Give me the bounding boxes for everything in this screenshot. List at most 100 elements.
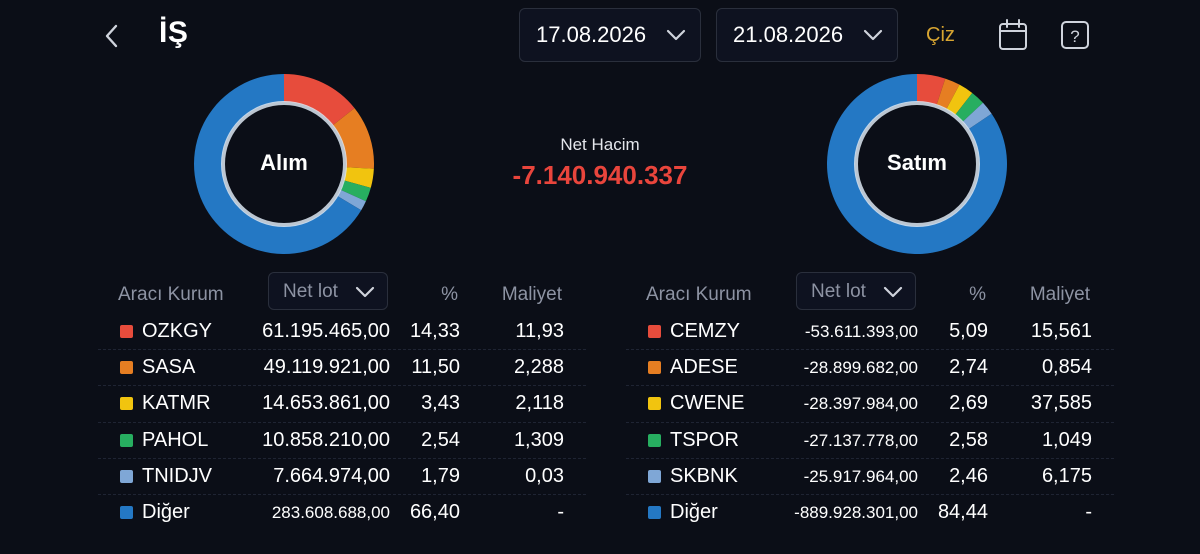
percent-value: 14,33	[409, 320, 460, 342]
help-button[interactable]: ?	[1059, 18, 1091, 52]
broker-name: OZKGY	[142, 320, 213, 342]
chevron-left-icon	[105, 24, 118, 48]
buy-table-header: Aracı Kurum Net lot % Maliyet	[98, 272, 586, 314]
page-title: İŞ	[159, 16, 189, 49]
table-row[interactable]: OZKGY 61.195.465,00 14,33 11,93	[98, 314, 586, 351]
legend-swatch	[648, 505, 661, 519]
chevron-down-icon	[863, 29, 883, 41]
cost-column-header: Maliyet	[501, 284, 562, 305]
legend-swatch	[648, 325, 661, 338]
table-row[interactable]: PAHOL 10.858.210,00 2,54 1,309	[98, 423, 586, 459]
sell-donut-label: Satım	[887, 150, 947, 175]
cost-value: 1,309	[513, 428, 564, 451]
net-lot-value: 49.119.921,00	[263, 356, 390, 379]
donut-center	[226, 106, 342, 222]
buy-donut-chart	[194, 74, 374, 254]
table-row[interactable]: ADESE -28.899.682,00 2,74 0,854	[626, 350, 1114, 387]
cost-column-header: Maliyet	[1029, 284, 1090, 305]
cost-value: 2,288	[513, 356, 564, 379]
back-button[interactable]	[98, 20, 126, 52]
cost-value: 37,585	[1030, 392, 1092, 415]
end-date-value: 21.08.2026	[733, 22, 844, 47]
metric-select[interactable]: Net lot	[796, 272, 916, 310]
chevron-down-icon	[883, 286, 903, 298]
metric-select-value: Net lot	[283, 281, 338, 302]
percent-value: 2,58	[949, 428, 988, 451]
table-row[interactable]: Diğer -889.928.301,00 84,44 -	[626, 495, 1114, 530]
legend-swatch	[120, 433, 133, 447]
legend-swatch	[120, 505, 133, 519]
sell-table: Aracı Kurum Net lot % Maliyet CEMZY -53.…	[626, 272, 1114, 530]
end-date-picker[interactable]: 21.08.2026	[716, 8, 898, 62]
legend-swatch	[120, 397, 133, 411]
percent-value: 11,50	[411, 356, 460, 379]
percent-value: 3,43	[421, 392, 460, 415]
broker-column-header: Aracı Kurum	[646, 284, 752, 305]
percent-value: 66,40	[409, 500, 460, 523]
donut-slice	[284, 74, 355, 126]
draw-button[interactable]: Çiz	[926, 24, 955, 46]
chevron-down-icon	[666, 29, 686, 41]
broker-column-header: Aracı Kurum	[118, 284, 224, 305]
legend-swatch	[648, 361, 661, 375]
percent-value: 1,79	[421, 464, 460, 487]
broker-name: KATMR	[142, 392, 211, 415]
cost-value: 0,854	[1041, 356, 1092, 379]
table-row[interactable]: Diğer 283.608.688,00 66,40 -	[98, 495, 586, 530]
broker-name: SASA	[142, 356, 196, 379]
net-lot-value: -889.928.301,00	[794, 502, 918, 522]
calendar-button[interactable]	[997, 18, 1029, 52]
svg-text:?: ?	[1070, 27, 1079, 46]
legend-swatch	[648, 433, 661, 447]
cost-value: 1,049	[1041, 428, 1092, 451]
calendar-icon	[999, 19, 1027, 50]
table-row[interactable]: CEMZY -53.611.393,00 5,09 15,561	[626, 314, 1114, 351]
percent-column-header: %	[441, 284, 458, 305]
start-date-picker[interactable]: 17.08.2026	[519, 8, 701, 62]
table-row[interactable]: CWENE -28.397.984,00 2,69 37,585	[626, 386, 1114, 423]
net-lot-value: -27.137.778,00	[803, 430, 918, 450]
cost-value: 0,03	[525, 464, 564, 487]
donut-slice	[917, 74, 946, 106]
broker-name: Diğer	[142, 500, 190, 523]
metric-select-value: Net lot	[811, 281, 866, 302]
donut-slice	[962, 102, 992, 130]
table-row[interactable]: TSPOR -27.137.778,00 2,58 1,049	[626, 423, 1114, 459]
legend-swatch	[120, 361, 133, 375]
cost-value: -	[557, 500, 564, 523]
net-volume-value: -7.140.940.337	[512, 160, 688, 190]
start-date-value: 17.08.2026	[536, 22, 647, 47]
sell-donut-chart	[827, 74, 1007, 254]
donut-slice	[194, 74, 362, 254]
table-row[interactable]: TNIDJV 7.664.974,00 1,79 0,03	[98, 459, 586, 495]
buy-table: Aracı Kurum Net lot % Maliyet OZKGY 61.1…	[98, 272, 586, 530]
legend-swatch	[648, 469, 661, 483]
broker-name: PAHOL	[142, 428, 209, 451]
donut-slice	[946, 84, 973, 116]
buy-table-body: OZKGY 61.195.465,00 14,33 11,93 SASA 49.…	[98, 314, 586, 530]
table-row[interactable]: SKBNK -25.917.964,00 2,46 6,175	[626, 459, 1114, 495]
cost-value: 15,561	[1030, 320, 1092, 342]
table-row[interactable]: KATMR 14.653.861,00 3,43 2,118	[98, 386, 586, 423]
net-lot-value: -28.397.984,00	[803, 394, 918, 414]
donut-slice	[343, 167, 374, 188]
percent-value: 5,09	[949, 320, 988, 342]
broker-name: ADESE	[670, 356, 738, 379]
donut-slice	[936, 78, 960, 110]
net-lot-value: 14.653.861,00	[262, 392, 390, 415]
net-lot-value: -28.899.682,00	[803, 358, 918, 378]
net-lot-value: 7.664.974,00	[273, 464, 390, 487]
metric-select[interactable]: Net lot	[268, 272, 388, 310]
donut-center	[859, 106, 975, 222]
buy-donut-label: Alım	[260, 150, 308, 175]
donut-slice	[955, 92, 983, 122]
sell-table-header: Aracı Kurum Net lot % Maliyet	[626, 272, 1114, 314]
cost-value: -	[1085, 500, 1092, 523]
net-volume-label: Net Hacim	[560, 135, 640, 154]
cost-value: 6,175	[1041, 464, 1092, 487]
table-row[interactable]: SASA 49.119.921,00 11,50 2,288	[98, 350, 586, 387]
broker-name: SKBNK	[670, 464, 738, 487]
net-lot-value: -53.611.393,00	[804, 322, 918, 341]
broker-name: TSPOR	[670, 428, 739, 451]
